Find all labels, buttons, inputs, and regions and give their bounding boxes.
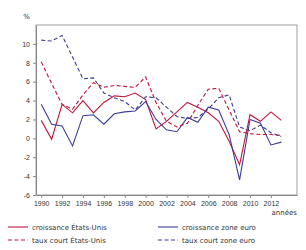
legend-label: taux court zone euro xyxy=(182,237,255,245)
tick: 4 xyxy=(26,97,36,104)
tick-label: 6 xyxy=(26,78,30,85)
series-line xyxy=(41,102,281,180)
tick-label: 2004 xyxy=(180,200,196,207)
legend-swatch xyxy=(8,239,28,240)
tick-mark xyxy=(167,195,168,198)
tick: 10 xyxy=(22,41,36,48)
tick-label: 0 xyxy=(26,135,30,142)
lines xyxy=(41,35,281,180)
tick-label: 2 xyxy=(26,116,30,123)
x-axis: 1990 1992 1994 1996 1998 2000 2002 2004 2006 2008… xyxy=(34,195,298,207)
tick-mark xyxy=(271,195,272,198)
tick-mark xyxy=(33,138,36,139)
plot-frame xyxy=(36,25,297,195)
tick: 6 xyxy=(26,78,36,85)
tick-label: 4 xyxy=(26,97,30,104)
y-axis-title: % xyxy=(23,13,30,21)
tick-label: 2012 xyxy=(264,200,280,207)
legend: croissance États-Unis croissance zone eur… xyxy=(8,223,256,245)
tick: 1992 xyxy=(55,195,71,207)
tick-mark xyxy=(33,195,36,196)
tick-label: 1990 xyxy=(34,200,50,207)
y-axis: -6 -4 -2 0 2 4 6 8 10 xyxy=(22,26,36,199)
tick: 0 xyxy=(26,135,36,142)
tick: 2008 xyxy=(222,195,238,207)
legend-label: croissance zone euro xyxy=(182,224,256,232)
legend-label: taux court États-Unis xyxy=(32,236,106,245)
tick-mark xyxy=(33,176,36,177)
legend-swatch xyxy=(158,239,178,240)
legend-swatch xyxy=(158,226,178,227)
tick: -6 xyxy=(24,192,36,199)
series-line xyxy=(41,35,281,136)
legend-label: croissance États-Unis xyxy=(32,223,107,232)
tick: 2000 xyxy=(138,195,154,207)
tick-label: 8 xyxy=(26,60,30,67)
tick-label: 1996 xyxy=(97,200,113,207)
tick-label: 1994 xyxy=(76,200,92,207)
tick-mark xyxy=(33,82,36,83)
tick-label: 2002 xyxy=(159,200,175,207)
tick-label: 2010 xyxy=(243,200,259,207)
tick-mark xyxy=(146,195,147,198)
legend-item: taux court États-Unis xyxy=(8,236,106,245)
chart: 1990 1992 1994 1996 1998 2000 2002 2004 2006 2008… xyxy=(0,0,306,250)
tick-label: -6 xyxy=(24,192,30,199)
tick-mark xyxy=(229,195,230,198)
tick: 2006 xyxy=(201,195,217,207)
tick-mark xyxy=(208,195,209,198)
tick-mark xyxy=(83,195,84,198)
x-axis-title: années xyxy=(272,209,298,217)
tick-mark xyxy=(41,195,42,198)
tick-mark xyxy=(33,157,36,158)
tick-label: 1998 xyxy=(117,200,133,207)
tick: -4 xyxy=(24,173,36,180)
series-line xyxy=(41,93,281,165)
tick: 2002 xyxy=(159,195,175,207)
tick-label: -4 xyxy=(24,173,30,180)
tick-label: 1992 xyxy=(55,200,71,207)
tick: 1990 xyxy=(34,195,50,207)
tick: 2010 xyxy=(243,195,259,207)
tick: 1996 xyxy=(97,195,113,207)
legend-swatch xyxy=(8,226,28,227)
tick: 1994 xyxy=(76,195,92,207)
tick-mark xyxy=(33,63,36,64)
tick-label: 2008 xyxy=(222,200,238,207)
tick-label: 2006 xyxy=(201,200,217,207)
tick-label: -2 xyxy=(24,154,30,161)
tick-label: 2000 xyxy=(138,200,154,207)
legend-item: croissance zone euro xyxy=(158,224,256,232)
tick-mark xyxy=(187,195,188,198)
tick-mark xyxy=(33,101,36,102)
tick-mark xyxy=(33,119,36,120)
legend-item: taux court zone euro xyxy=(158,237,255,245)
tick-label: 10 xyxy=(22,41,30,48)
tick: 2 xyxy=(26,116,36,123)
tick-mark xyxy=(125,195,126,198)
tick: 8 xyxy=(26,60,36,67)
tick-mark xyxy=(62,195,63,198)
tick-mark xyxy=(104,195,105,198)
tick: 2012 xyxy=(264,195,280,207)
tick: 1998 xyxy=(117,195,133,207)
tick-mark xyxy=(33,44,36,45)
tick: -2 xyxy=(24,154,36,161)
tick: 2004 xyxy=(180,195,196,207)
series-line xyxy=(41,62,281,136)
tick-mark xyxy=(250,195,251,198)
legend-item: croissance États-Unis xyxy=(8,223,107,232)
axis-line xyxy=(36,26,37,196)
